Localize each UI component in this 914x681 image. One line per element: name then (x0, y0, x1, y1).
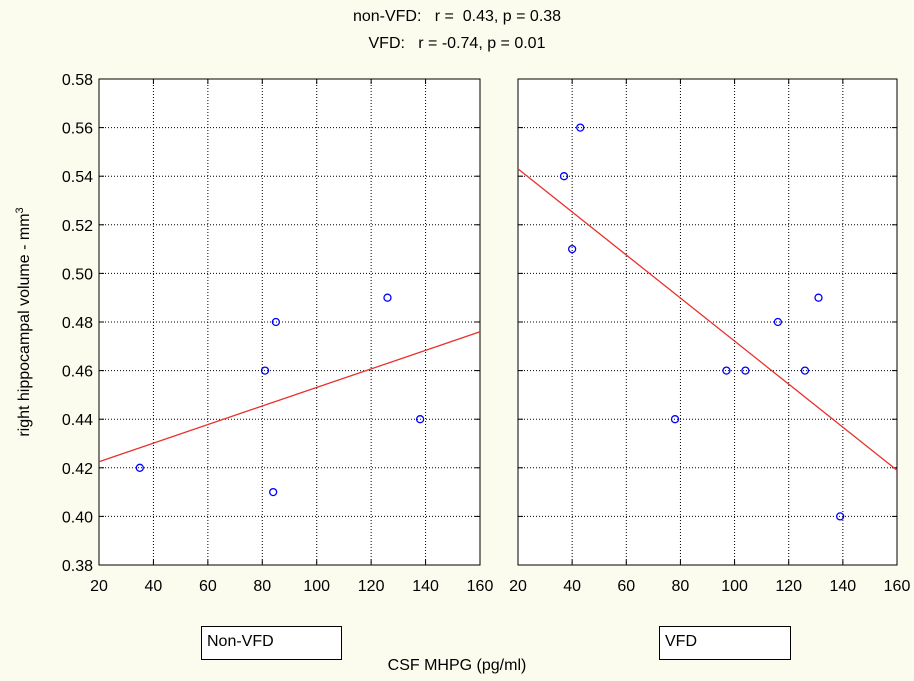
x-tick-label: 20 (509, 578, 527, 595)
data-point (722, 366, 731, 375)
x-tick-label: 100 (303, 578, 330, 595)
x-tick-label: 20 (90, 578, 108, 595)
x-tick-label: 140 (830, 578, 857, 595)
x-tick-label: 160 (884, 578, 911, 595)
data-point (559, 172, 569, 181)
data-point (670, 415, 680, 424)
data-point (814, 293, 823, 302)
plot-frame (517, 78, 898, 566)
data-point (135, 463, 144, 472)
x-tick-label: 80 (672, 578, 690, 595)
regression-line (98, 331, 481, 463)
x-tick-label: 160 (467, 578, 494, 595)
y-axis-label: right hippocampal volume - mm3 (14, 207, 34, 436)
data-point (415, 415, 425, 424)
y-tick-label: 0.44 (62, 412, 93, 429)
x-tick-label: 120 (775, 578, 802, 595)
panel-label-non-vfd: Non-VFD (201, 626, 342, 660)
correlation-non-vfd: non-VFD: r = 0.43, p = 0.38 (352, 8, 562, 25)
x-tick-label: 40 (145, 578, 163, 595)
panel-vfd: 20 40 60 80 100 120 140 160 (509, 78, 911, 595)
x-tick-label: 60 (199, 578, 217, 595)
y-tick-label: 0.42 (62, 461, 93, 478)
y-axis-label-superscript: 3 (13, 207, 26, 214)
data-point (383, 293, 392, 302)
data-point (741, 366, 750, 375)
data-point (567, 244, 577, 254)
data-point (269, 487, 278, 497)
y-tick-label: 0.56 (62, 121, 93, 138)
x-tick-label: 60 (617, 578, 635, 595)
y-tick-label: 0.58 (62, 72, 93, 89)
x-tick-label: 100 (721, 578, 748, 595)
data-point (271, 317, 281, 327)
panel-non-vfd: 0.38 0.40 0.42 0.44 0.46 0.48 0.50 0.52 0.54 0.56… (62, 72, 494, 595)
y-tick-label: 0.40 (62, 509, 93, 526)
data-point (260, 366, 270, 375)
data-point (800, 366, 810, 375)
x-tick-label: 120 (358, 578, 385, 595)
y-tick-label: 0.46 (62, 364, 93, 381)
x-axis-label: CSF MHPG (pg/ml) (387, 657, 527, 674)
plot-frame (98, 78, 481, 566)
data-point (836, 512, 845, 521)
y-tick-label: 0.38 (62, 558, 93, 575)
y-tick-label: 0.54 (62, 169, 93, 186)
data-point (773, 317, 783, 327)
x-tick-label: 140 (412, 578, 439, 595)
regression-line (517, 168, 898, 471)
data-point (576, 123, 585, 132)
y-axis-label-text: right hippocampal volume - mm (16, 213, 34, 437)
correlation-vfd: VFD: r = -0.74, p = 0.01 (368, 35, 546, 52)
panel-label-vfd: VFD (659, 626, 791, 660)
x-tick-label: 40 (563, 578, 581, 595)
y-tick-label: 0.52 (62, 218, 93, 235)
y-tick-label: 0.48 (62, 315, 93, 332)
x-tick-label: 80 (253, 578, 271, 595)
y-tick-label: 0.50 (62, 266, 93, 283)
